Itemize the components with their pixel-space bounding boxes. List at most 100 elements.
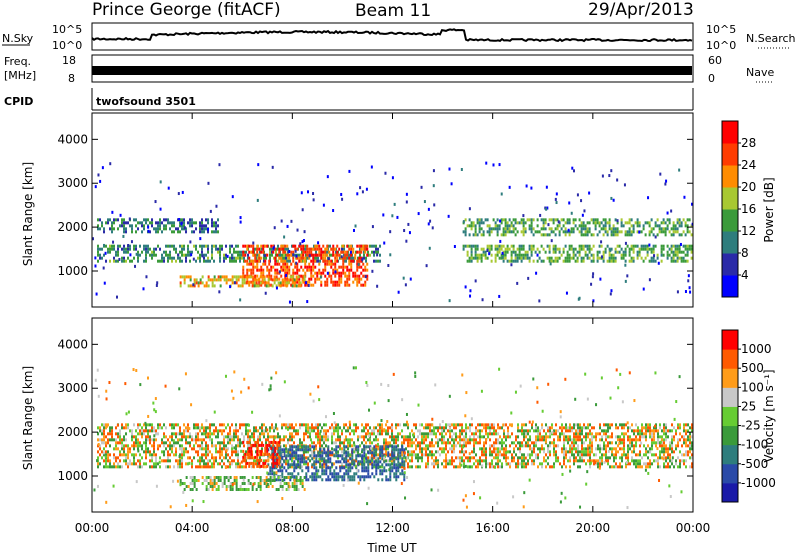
- nsearch-label: N.Search: [746, 32, 796, 45]
- date-title: 29/Apr/2013: [588, 0, 694, 20]
- data-cell: [505, 444, 508, 448]
- data-cell: [407, 426, 410, 430]
- data-cell: [485, 429, 488, 433]
- data-cell: [510, 230, 513, 234]
- data-cell: [107, 432, 110, 436]
- data-cell: [425, 438, 428, 442]
- data-cell: [571, 429, 574, 433]
- data-cell: [315, 447, 318, 451]
- data-cell: [645, 423, 648, 427]
- data-cell: [213, 444, 216, 448]
- data-cell: [310, 277, 313, 281]
- data-cell: [119, 450, 122, 454]
- data-cell: [453, 450, 456, 454]
- data-cell: [475, 438, 478, 442]
- data-cell: [631, 438, 634, 442]
- data-cell: [215, 230, 218, 234]
- data-cell: [630, 224, 633, 228]
- data-cell: [600, 227, 603, 231]
- data-cell: [417, 435, 420, 439]
- data-cell: [493, 444, 496, 448]
- data-cell: [341, 450, 344, 454]
- data-cell: [551, 432, 554, 436]
- data-cell: [203, 259, 206, 263]
- data-cell: [189, 218, 192, 222]
- data-cell: [565, 465, 568, 469]
- data-cell: [329, 244, 332, 248]
- data-cell: [547, 444, 550, 448]
- data-cell: [472, 256, 475, 260]
- data-cell: [227, 441, 230, 445]
- data-cell: [261, 426, 264, 430]
- data-cell: [320, 250, 323, 254]
- data-cell: [681, 459, 684, 463]
- data-cell: [99, 426, 102, 430]
- data-cell: [354, 253, 357, 257]
- data-cell: [113, 462, 116, 466]
- data-cell: [359, 186, 362, 190]
- data-cell: [131, 429, 134, 433]
- data-cell: [553, 429, 556, 433]
- data-cell: [499, 219, 502, 223]
- data-cell: [141, 426, 144, 430]
- data-cell: [671, 462, 674, 466]
- data-cell: [107, 218, 110, 222]
- data-cell: [171, 256, 174, 260]
- data-cell: [125, 230, 128, 234]
- data-cell: [685, 453, 688, 457]
- data-cell: [319, 435, 322, 439]
- data-cell: [119, 441, 122, 445]
- data-cell: [461, 432, 464, 436]
- data-cell: [187, 250, 190, 254]
- data-cell: [628, 218, 631, 222]
- data-cell: [497, 426, 500, 430]
- data-cell: [459, 462, 462, 466]
- data-cell: [332, 271, 335, 275]
- data-cell: [507, 456, 510, 460]
- data-cell: [221, 429, 224, 433]
- data-cell: [367, 423, 370, 427]
- data-cell: [363, 435, 366, 439]
- data-cell: [319, 465, 322, 469]
- data-cell: [293, 435, 296, 439]
- data-cell: [175, 453, 178, 457]
- data-cell: [317, 423, 320, 427]
- data-cell: [353, 441, 356, 445]
- data-cell: [265, 438, 268, 442]
- data-cell: [125, 247, 128, 251]
- data-cell: [687, 453, 690, 457]
- data-cell: [321, 457, 324, 461]
- data-cell: [326, 277, 329, 281]
- data-cell: [563, 453, 566, 457]
- data-cell: [540, 259, 543, 263]
- data-cell: [237, 435, 240, 439]
- data-cell: [141, 435, 144, 439]
- data-cell: [181, 253, 184, 257]
- data-cell: [181, 438, 184, 442]
- data-cell: [131, 444, 134, 448]
- data-cell: [329, 460, 332, 464]
- data-cell: [569, 429, 572, 433]
- data-cell: [577, 438, 580, 442]
- data-cell: [215, 247, 218, 251]
- data-cell: [257, 444, 260, 448]
- data-cell: [251, 435, 254, 439]
- data-cell: [682, 250, 685, 254]
- data-cell: [536, 247, 539, 251]
- data-cell: [163, 224, 166, 228]
- data-cell: [271, 278, 274, 282]
- data-cell: [535, 429, 538, 433]
- data-cell: [263, 254, 266, 258]
- data-cell: [407, 438, 410, 442]
- data-cell: [520, 244, 523, 248]
- data-cell: [155, 453, 158, 457]
- data-cell: [541, 447, 544, 451]
- data-cell: [273, 445, 276, 449]
- data-cell: [237, 462, 240, 466]
- data-cell: [241, 275, 244, 279]
- data-cell: [99, 429, 102, 433]
- data-cell: [299, 284, 302, 288]
- data-cell: [480, 227, 483, 231]
- data-cell: [533, 429, 536, 433]
- data-cell: [541, 423, 544, 427]
